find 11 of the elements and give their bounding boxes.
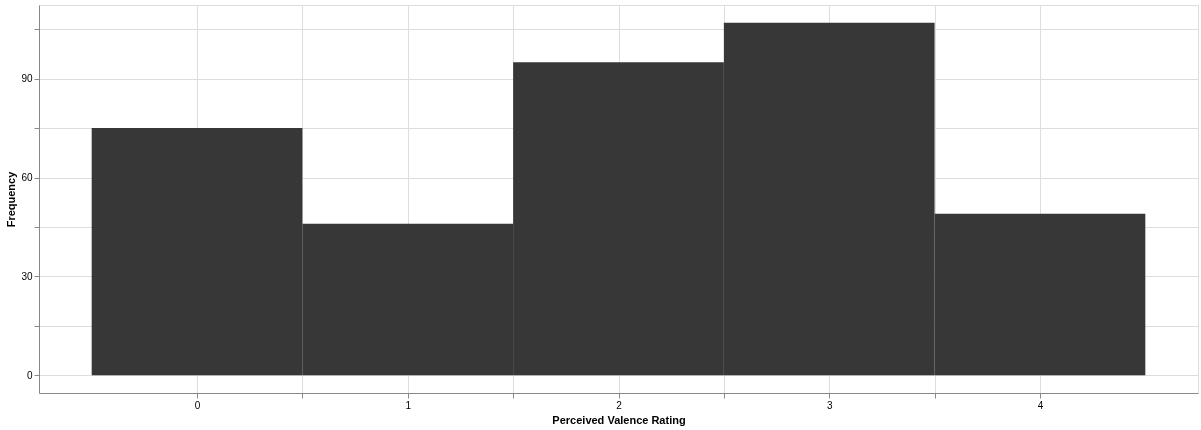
- x-tick-label: 1: [405, 399, 412, 411]
- x-axis-title: Perceived Valence Rating: [552, 413, 686, 426]
- x-tick-label: 2: [616, 399, 623, 411]
- y-tick-label: 90: [21, 73, 33, 85]
- y-tick-label: 0: [26, 369, 33, 381]
- y-tick-label: 30: [21, 270, 33, 282]
- y-tick-label: 60: [21, 172, 33, 184]
- y-axis-title: Frequency: [5, 170, 18, 228]
- x-tick-label: 0: [194, 399, 201, 411]
- x-tick-label: 3: [826, 399, 833, 411]
- x-tick-label: 4: [1037, 399, 1044, 411]
